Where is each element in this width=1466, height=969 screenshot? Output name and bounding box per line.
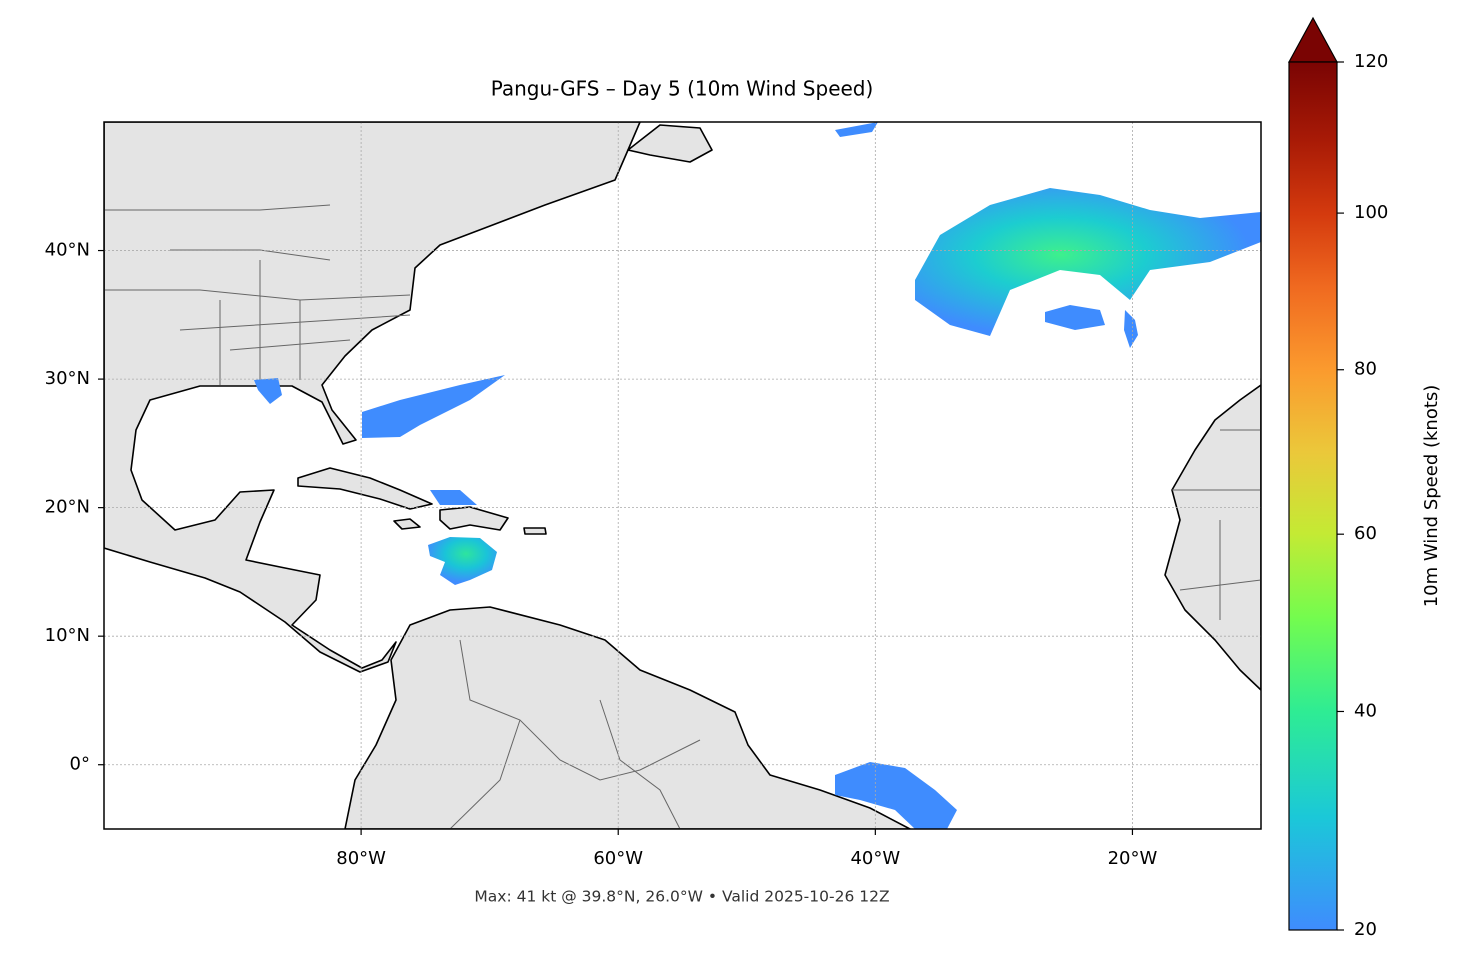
footer-note: Max: 41 kt @ 39.8°N, 26.0°W • Valid 2025… xyxy=(474,888,889,906)
y-tick-label: 20°N xyxy=(45,497,90,518)
x-tick-label: 20°W xyxy=(1108,848,1158,869)
y-tick-label: 30°N xyxy=(45,368,90,389)
wind-north xyxy=(835,122,878,137)
x-tick-label: 80°W xyxy=(336,848,386,869)
colorbar-tick-label: 20 xyxy=(1354,919,1377,940)
wind-ne-atlantic xyxy=(915,188,1261,336)
x-tick-label: 40°W xyxy=(850,848,900,869)
land-jamaica xyxy=(393,518,421,530)
land-cuba xyxy=(297,467,433,510)
colorbar-tick-label: 120 xyxy=(1354,51,1388,72)
land-puerto-rico xyxy=(523,527,547,535)
wind-bahamas xyxy=(430,490,477,505)
land-north-america xyxy=(104,122,641,673)
land-africa xyxy=(1164,384,1261,691)
wind-azores xyxy=(1045,305,1138,348)
wind-equatorial xyxy=(835,762,957,829)
title: Pangu-GFS – Day 5 (10m Wind Speed) xyxy=(491,77,874,101)
y-tick-label: 40°N xyxy=(45,240,90,261)
land-hispaniola xyxy=(439,506,509,531)
colorbar-tick-label: 40 xyxy=(1354,700,1377,721)
map-area xyxy=(104,122,1261,829)
y-tick-label: 10°N xyxy=(45,625,90,646)
wind-caribbean xyxy=(428,537,497,585)
colorbar-tick-label: 80 xyxy=(1354,359,1377,380)
x-tick-label: 60°W xyxy=(593,848,643,869)
colorbar-tick-label: 100 xyxy=(1354,202,1388,223)
colorbar-tick-label: 60 xyxy=(1354,523,1377,544)
borders xyxy=(104,204,1261,829)
land-south-america xyxy=(344,606,911,829)
map-frame xyxy=(103,121,1262,830)
wind-gulf-stream xyxy=(362,375,505,438)
y-tick-label: 0° xyxy=(70,754,90,775)
colorbar xyxy=(1288,61,1338,931)
wind-gulf-mexico xyxy=(254,378,282,404)
colorbar-label: 10m Wind Speed (knots) xyxy=(1421,385,1442,608)
land-newfoundland xyxy=(627,124,713,163)
